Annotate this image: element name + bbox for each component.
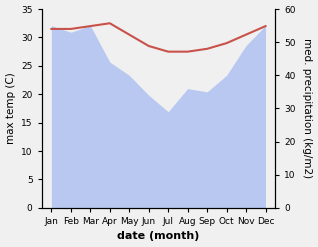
X-axis label: date (month): date (month) [117,231,200,242]
Y-axis label: med. precipitation (kg/m2): med. precipitation (kg/m2) [302,38,313,179]
Y-axis label: max temp (C): max temp (C) [5,73,16,144]
